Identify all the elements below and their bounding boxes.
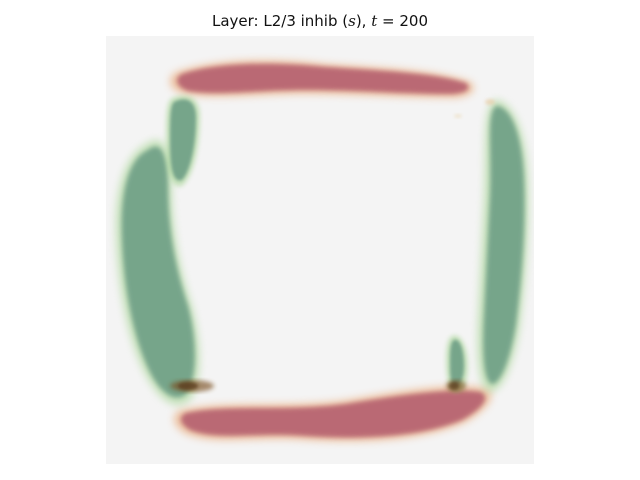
figure-title: Layer: L2/3 inhib (s), t = 200 bbox=[0, 12, 640, 30]
bottom-red-band bbox=[173, 385, 492, 442]
right-small-green-blob bbox=[446, 335, 468, 392]
activity-map-image bbox=[106, 36, 534, 464]
title-variable: s bbox=[348, 12, 356, 30]
right-green-band bbox=[477, 99, 529, 392]
title-time-variable: t bbox=[371, 12, 378, 30]
activity-map bbox=[106, 36, 534, 464]
top-red-band bbox=[169, 60, 474, 98]
title-time-value: = 200 bbox=[377, 12, 428, 30]
title-mid: ), bbox=[355, 12, 372, 30]
left-green-band bbox=[115, 139, 200, 406]
left-upper-green-blob bbox=[166, 95, 200, 187]
title-prefix: Layer: L2/3 inhib ( bbox=[211, 12, 349, 30]
junction-spots bbox=[170, 380, 466, 392]
faint-specks bbox=[454, 99, 495, 118]
